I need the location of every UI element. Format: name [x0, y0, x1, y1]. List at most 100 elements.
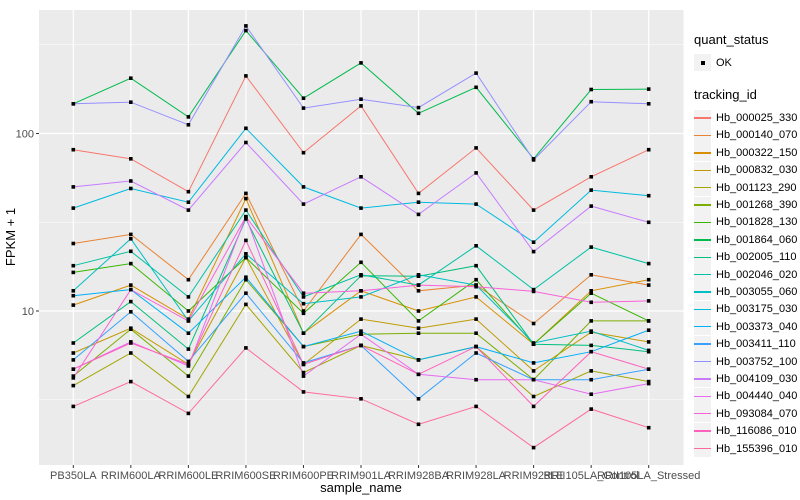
x-axis-title: sample_name [320, 480, 402, 495]
data-point [244, 126, 248, 131]
legend-line-icon [694, 204, 711, 206]
data-point [531, 321, 536, 326]
data-point [129, 249, 133, 254]
data-point [244, 252, 248, 256]
legend-item-Hb_004440_040: Hb_004440_040 [694, 387, 798, 405]
legend-item-Hb_001268_390: Hb_001268_390 [694, 196, 798, 214]
x-tick-label: RRIM600PE [273, 470, 334, 482]
data-point [129, 100, 133, 104]
data-point [186, 317, 191, 321]
legend-key-swatch [694, 370, 711, 388]
legend-line-icon [694, 117, 711, 119]
data-point [129, 232, 133, 237]
data-point [244, 346, 248, 350]
data-point [416, 273, 421, 277]
data-point [71, 102, 76, 106]
data-point [129, 299, 133, 304]
data-point [129, 237, 133, 241]
data-point [71, 289, 76, 293]
data-point [474, 71, 478, 75]
data-point [474, 344, 478, 349]
data-point [71, 374, 76, 378]
legend-item-label: Hb_002046_020 [716, 268, 798, 281]
x-tick-label: PB350LA [50, 470, 97, 482]
data-point [71, 303, 76, 307]
data-point [531, 287, 536, 292]
data-point [474, 85, 478, 90]
y-tick-label: 10 [22, 306, 34, 318]
data-point [301, 185, 306, 189]
legend-item-label: Hb_001864_060 [716, 233, 798, 246]
data-point [71, 241, 76, 246]
data-point [416, 289, 421, 293]
data-point [129, 287, 133, 292]
legend-item-Hb_000832_030: Hb_000832_030 [694, 161, 797, 179]
data-point [474, 404, 478, 409]
legend-key-swatch [694, 335, 711, 353]
data-point [359, 343, 363, 348]
legend-line-icon [694, 134, 711, 137]
legend-item-Hb_155396_010: Hb_155396_010 [694, 440, 797, 457]
data-point [589, 377, 593, 382]
legend-key-swatch [694, 179, 711, 197]
legend-line-icon [694, 326, 711, 328]
data-point [301, 370, 306, 375]
legend-item-label: Hb_093084_070 [716, 407, 798, 420]
data-point [531, 377, 536, 382]
data-point [301, 309, 306, 313]
data-point [474, 146, 478, 150]
data-point [359, 397, 363, 401]
legend-item-Hb_002046_020: Hb_002046_020 [694, 266, 798, 284]
legend-title-tracking-id: tracking_id [694, 87, 757, 103]
legend-key-swatch [694, 126, 711, 144]
legend-item-label: Hb_116086_010 [716, 425, 797, 438]
data-point [646, 381, 651, 386]
legend-line-icon [694, 169, 711, 171]
legend-item-label: Hb_003373_040 [716, 320, 798, 333]
data-point [589, 99, 593, 104]
legend-key-swatch [694, 213, 711, 231]
data-point [531, 249, 536, 254]
data-point [129, 341, 133, 345]
data-point [646, 193, 651, 198]
data-point [186, 319, 191, 323]
data-point [474, 377, 478, 382]
data-point [244, 196, 248, 201]
data-point [186, 208, 191, 212]
legend-item-label: Hb_155396_010 [716, 442, 798, 455]
data-point [474, 317, 478, 321]
data-point [359, 232, 363, 237]
legend-key-swatch [694, 387, 711, 405]
legend-item-label: Hb_004440_040 [716, 390, 798, 403]
data-point [359, 295, 363, 299]
data-point [129, 179, 133, 183]
legend-line-icon [694, 239, 711, 241]
data-point [589, 300, 593, 305]
data-point [589, 343, 593, 348]
x-tick-label: RRIM928LA [446, 470, 507, 482]
legend-key-swatch [694, 318, 711, 336]
data-point [646, 348, 651, 353]
legend-item-Hb_093084_070: Hb_093084_070 [694, 405, 798, 423]
data-point [186, 277, 191, 282]
data-point [244, 191, 248, 196]
x-tick-label: RRIM600SE [215, 470, 276, 482]
data-point [359, 273, 363, 277]
data-point [531, 394, 536, 399]
legend-item-Hb_003373_040: Hb_003373_040 [694, 318, 798, 336]
legend-key-swatch [694, 161, 711, 179]
data-point [301, 390, 306, 394]
legend-panel: quant_status OK tracking_id Hb_000025_33… [694, 32, 797, 457]
legend-item-label: Hb_003752_100 [716, 355, 798, 368]
data-point [129, 310, 133, 314]
legend-key-swatch [694, 353, 711, 371]
data-point [129, 351, 133, 355]
data-point [71, 293, 76, 298]
data-point [301, 202, 306, 206]
data-point [186, 374, 191, 378]
legend-key-swatch [694, 300, 711, 318]
data-point [416, 191, 421, 196]
legend-item-label: Hb_001268_390 [716, 199, 798, 212]
data-point [589, 273, 593, 277]
